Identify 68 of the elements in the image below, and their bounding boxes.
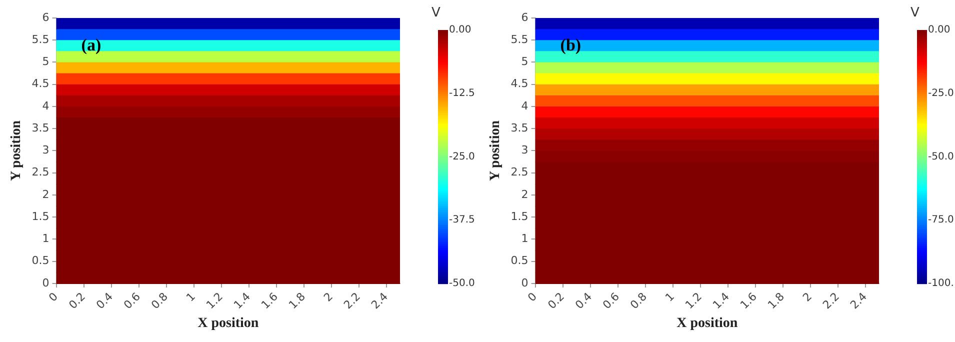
x-tick-label: 2.2 xyxy=(820,290,842,312)
color-bar-label: -50.0 xyxy=(449,278,475,290)
color-bar-label: -100. xyxy=(928,278,954,290)
annotation: (a) xyxy=(81,35,102,54)
x-tick-label: 2.2 xyxy=(341,290,363,312)
y-tick-label: 4.5 xyxy=(32,77,50,90)
x-tick-label: 1.4 xyxy=(231,290,253,312)
y-axis-title: Y position xyxy=(488,120,504,182)
x-tick-label: 0.2 xyxy=(545,290,567,312)
y-axis-title: Y position xyxy=(9,120,24,182)
x-axis-title: X position xyxy=(198,316,259,332)
y-tick-label: 4.5 xyxy=(510,77,528,90)
color-bar-title: V xyxy=(432,5,441,20)
color-bar-label: -25.0 xyxy=(449,151,475,162)
y-tick-label: 2.5 xyxy=(32,166,50,179)
y-tick-label: 0.5 xyxy=(510,254,528,268)
y-tick-label: 2 xyxy=(521,188,528,201)
y-tick-label: 1 xyxy=(42,232,50,246)
y-tick-label: 5.5 xyxy=(510,32,528,46)
x-tick-label: 1 xyxy=(184,290,198,304)
x-axis-title: X position xyxy=(676,316,738,332)
y-tick-label: 0 xyxy=(521,276,528,290)
y-tick-label: 4 xyxy=(42,99,50,112)
y-tick-label: 3 xyxy=(42,144,50,157)
y-tick-label: 3.5 xyxy=(510,121,528,134)
color-bar-label: -25.0 xyxy=(928,88,954,99)
y-tick-label: 6 xyxy=(521,10,528,24)
y-tick-label: 5 xyxy=(521,55,528,68)
y-tick-label: 0 xyxy=(42,276,50,290)
x-tick-label: 0.6 xyxy=(121,290,143,312)
annotation: (b) xyxy=(560,35,582,54)
y-tick-label: 6 xyxy=(42,10,50,24)
y-tick-label: 4 xyxy=(521,99,528,112)
y-tick-label: 2 xyxy=(42,188,50,201)
x-tick-label: 1 xyxy=(662,290,677,304)
y-tick-label: 3 xyxy=(521,144,528,157)
y-tick-label: 2.5 xyxy=(510,166,528,179)
x-tick-label: 1.2 xyxy=(682,290,704,312)
color-bar-label: -50.0 xyxy=(928,151,954,162)
y-tick-label: 0.5 xyxy=(32,254,50,268)
x-tick-label: 1.8 xyxy=(286,290,308,312)
x-tick-label: 0.8 xyxy=(148,290,170,312)
x-tick-label: 0.4 xyxy=(94,290,116,312)
color-bar-label: 0.00 xyxy=(449,24,472,36)
y-tick-label: 5.5 xyxy=(32,32,50,46)
x-tick-label: 1.8 xyxy=(765,290,787,312)
x-tick-label: 2.4 xyxy=(368,290,390,312)
x-tick-label: 1.4 xyxy=(710,290,732,312)
x-tick-label: 0.4 xyxy=(572,290,594,312)
color-bar-label: -12.5 xyxy=(449,88,475,99)
y-tick-label: 1.5 xyxy=(32,210,50,223)
color-bar-title: V xyxy=(910,5,920,20)
color-bar-label: -75.0 xyxy=(928,214,954,226)
y-tick-label: 5 xyxy=(42,55,50,68)
x-tick-label: 0.8 xyxy=(628,290,650,312)
x-tick-label: 1.2 xyxy=(204,290,226,312)
color-bar-label: 0.00 xyxy=(928,24,950,36)
x-tick-label: 1.6 xyxy=(258,290,280,312)
x-tick-label: 2 xyxy=(800,290,814,304)
y-tick-label: 3.5 xyxy=(32,121,50,134)
y-tick-label: 1 xyxy=(521,232,528,246)
x-tick-label: 2 xyxy=(321,290,336,304)
x-tick-label: 1.6 xyxy=(738,290,760,312)
color-bar-label: -37.5 xyxy=(449,214,475,226)
x-tick-label: 0.6 xyxy=(600,290,622,312)
x-tick-label: 0.2 xyxy=(66,290,88,312)
x-tick-label: 2.4 xyxy=(848,290,870,312)
y-tick-label: 1.5 xyxy=(510,210,528,223)
